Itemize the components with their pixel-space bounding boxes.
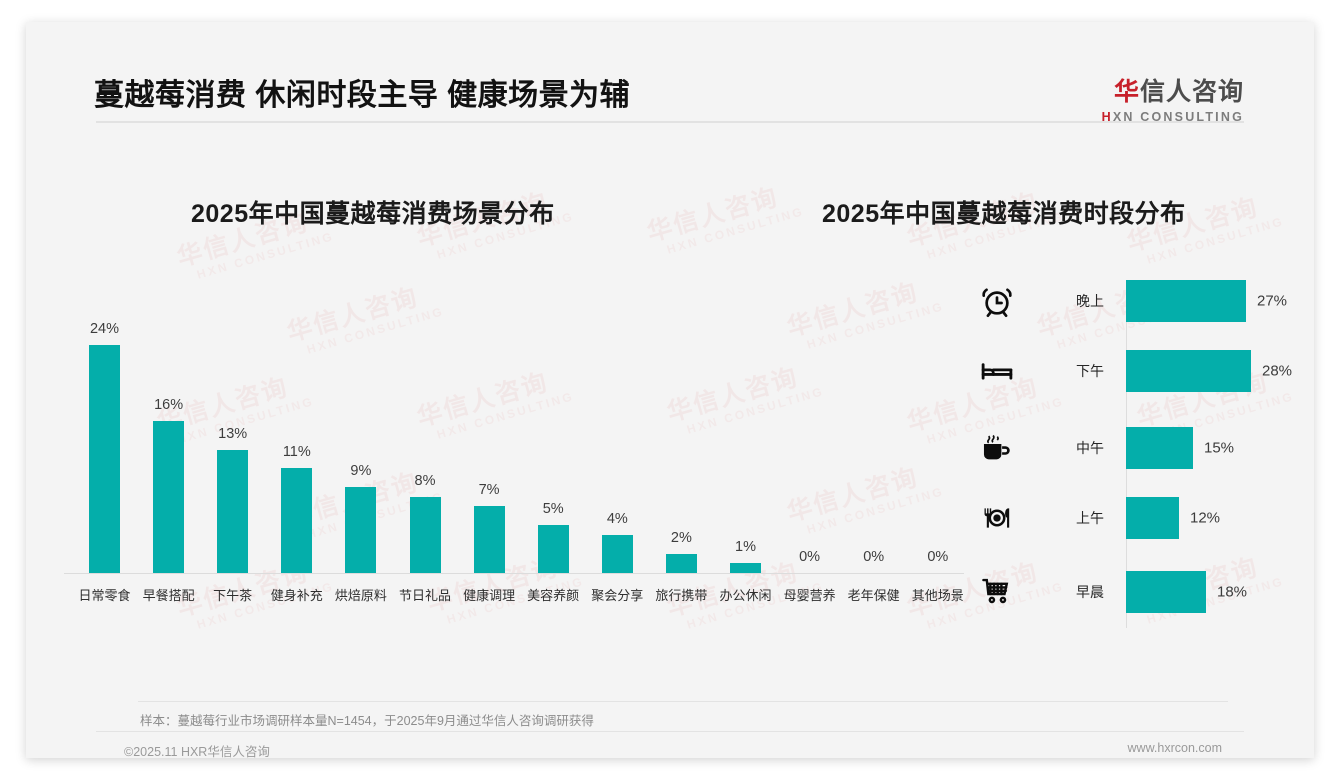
alarm-clock-icon (980, 284, 1014, 318)
scenario-bar-value: 16% (154, 397, 184, 413)
scenario-bar[interactable] (665, 554, 697, 573)
bed-icon (980, 354, 1014, 388)
website-text: www.hxrcon.com (1127, 741, 1222, 755)
scenario-bar-label: 办公休闲 (719, 588, 772, 603)
scenario-bar-label: 老年保健 (847, 588, 900, 603)
timeslot-row[interactable]: 晚上 27% (972, 273, 1292, 329)
timeslot-bar[interactable] (1126, 280, 1246, 322)
scenario-bar-value: 0% (927, 549, 949, 565)
scenario-bar[interactable] (601, 535, 633, 573)
left-chart-baseline (64, 573, 964, 574)
scenario-bar-group[interactable]: 5% 美容养颜 (527, 22, 579, 603)
scenario-bar-label: 节日礼品 (398, 588, 451, 603)
scenario-bar-value: 8% (414, 473, 436, 489)
copyright-text: ©2025.11 HXR华信人咨询 (124, 745, 270, 758)
timeslot-row[interactable]: 中午 15% (972, 420, 1292, 476)
left-chart-title: 2025年中国蔓越莓消费场景分布 (191, 200, 555, 228)
timeslot-value: 18% (1217, 583, 1248, 601)
slide-canvas: 华信人咨询 HXN CONSULTING 华信人咨询 HXN CONSULTING 华信… (26, 22, 1314, 758)
scenario-bar-value: 4% (606, 511, 628, 527)
footer-divider (96, 731, 1244, 732)
scenario-bar-label: 其他场景 (911, 588, 964, 603)
scenario-bar[interactable] (281, 468, 313, 573)
timeslot-label: 上午 (1076, 510, 1104, 526)
timeslot-bar[interactable] (1126, 350, 1251, 392)
scenario-bar-chart: 24% 日常零食 16% 早餐搭配 13% 下午茶 11% 健身补充 9% 烘焙原料 8% 节日礼品 7… (26, 22, 1314, 758)
scenario-bar[interactable] (89, 345, 120, 573)
scenario-bar-label: 聚会分享 (591, 588, 644, 603)
scenario-bar-group[interactable]: 1% 办公休闲 (719, 22, 771, 603)
scenario-bar[interactable] (217, 450, 249, 573)
scenario-bar-value: 9% (350, 463, 372, 479)
scenario-bar[interactable] (537, 525, 569, 573)
sample-divider (138, 701, 1228, 702)
scenario-bar-group[interactable]: 13% 下午茶 (213, 22, 252, 603)
sample-note: 样本：蔓越莓行业市场调研样本量N=1454，于2025年9月通过华信人咨询调研获… (140, 714, 594, 728)
logo-cn-red: 华 (1113, 78, 1140, 106)
timeslot-value: 27% (1257, 292, 1288, 310)
scenario-bar-group[interactable]: 4% 聚会分享 (591, 22, 643, 603)
timeslot-row[interactable]: 早晨 18% (972, 564, 1292, 620)
scenario-bar[interactable] (345, 487, 377, 573)
logo-en-red: H (1101, 110, 1113, 124)
plate-utensils-icon (980, 501, 1014, 535)
scenario-bar-label: 日常零食 (78, 588, 131, 603)
scenario-bar-label: 旅行携带 (655, 588, 708, 603)
logo-cn-dark: 信人咨询 (1139, 78, 1244, 106)
scenario-bar-value: 2% (670, 530, 692, 546)
brand-logo: 华信人咨询 HXN CONSULTING (1102, 80, 1244, 124)
scenario-bar-label: 健康调理 (463, 588, 516, 603)
timeslot-label: 早晨 (1076, 584, 1104, 600)
scenario-bar-group[interactable]: 2% 旅行携带 (655, 22, 707, 603)
scenario-bar-value: 7% (478, 482, 500, 498)
timeslot-value: 12% (1190, 509, 1221, 527)
scenario-bar-value: 5% (542, 501, 564, 517)
scenario-bar-value: 0% (799, 549, 821, 565)
timeslot-label: 中午 (1076, 440, 1104, 456)
timeslot-label: 下午 (1076, 363, 1104, 379)
timeslot-bar[interactable] (1126, 497, 1179, 539)
scenario-bar-label: 美容养颜 (527, 588, 580, 603)
timeslot-bar[interactable] (1126, 571, 1206, 613)
scenario-bar-value: 11% (282, 444, 311, 460)
scenario-bar-group[interactable]: 0% 老年保健 (848, 22, 900, 603)
timeslot-row[interactable]: 上午 12% (972, 490, 1292, 546)
timeslot-label: 晚上 (1076, 293, 1104, 309)
scenario-bar-value: 0% (863, 549, 885, 565)
scenario-bar-label: 下午茶 (213, 588, 253, 603)
timeslot-bar[interactable] (1126, 427, 1193, 469)
timeslot-row[interactable]: 下午 28% (972, 343, 1292, 399)
shopping-cart-icon (980, 575, 1014, 609)
scenario-bar-group[interactable]: 0% 其他场景 (912, 22, 964, 603)
scenario-bar-group[interactable]: 7% 健康调理 (463, 22, 515, 603)
scenario-bar-group[interactable]: 16% 早餐搭配 (143, 22, 195, 603)
coffee-mug-icon (980, 431, 1014, 465)
timeslot-value: 15% (1204, 439, 1235, 457)
scenario-bar-group[interactable]: 8% 节日礼品 (399, 22, 451, 603)
scenario-bar-value: 13% (218, 426, 248, 442)
scenario-bar-label: 母婴营养 (783, 588, 836, 603)
scenario-bar[interactable] (473, 506, 505, 573)
right-chart-title: 2025年中国蔓越莓消费时段分布 (822, 200, 1186, 228)
scenario-bar-label: 烘焙原料 (334, 588, 387, 603)
scenario-bar-label: 早餐搭配 (142, 588, 195, 603)
timeslot-value: 28% (1262, 362, 1293, 380)
scenario-bar-group[interactable]: 11% 健身补充 (271, 22, 323, 603)
scenario-bar-label: 健身补充 (270, 588, 323, 603)
header-divider (96, 121, 1244, 123)
logo-en-rest: XN CONSULTING (1112, 110, 1244, 124)
page-title: 蔓越莓消费 休闲时段主导 健康场景为辅 (94, 79, 631, 112)
logo-english: HXN CONSULTING (1102, 111, 1244, 124)
logo-chinese: 华信人咨询 (1102, 80, 1244, 105)
scenario-bar-value: 1% (735, 539, 756, 555)
timeslot-bar-chart: 晚上 27% 下午 28% 中午 15% 上午 12% 早晨 18% (26, 22, 1314, 758)
slide-header: 蔓越莓消费 休闲时段主导 健康场景为辅 华信人咨询 HXN CONSULTING (26, 22, 1314, 126)
scenario-bar-group[interactable]: 0% 母婴营养 (784, 22, 836, 603)
scenario-bar[interactable] (730, 563, 761, 573)
scenario-bar-group[interactable]: 9% 烘焙原料 (335, 22, 387, 603)
scenario-bar[interactable] (153, 421, 185, 573)
scenario-bar[interactable] (409, 497, 441, 573)
scenario-bar-group[interactable]: 24% 日常零食 (78, 22, 130, 603)
scenario-bar-value: 24% (89, 321, 120, 337)
